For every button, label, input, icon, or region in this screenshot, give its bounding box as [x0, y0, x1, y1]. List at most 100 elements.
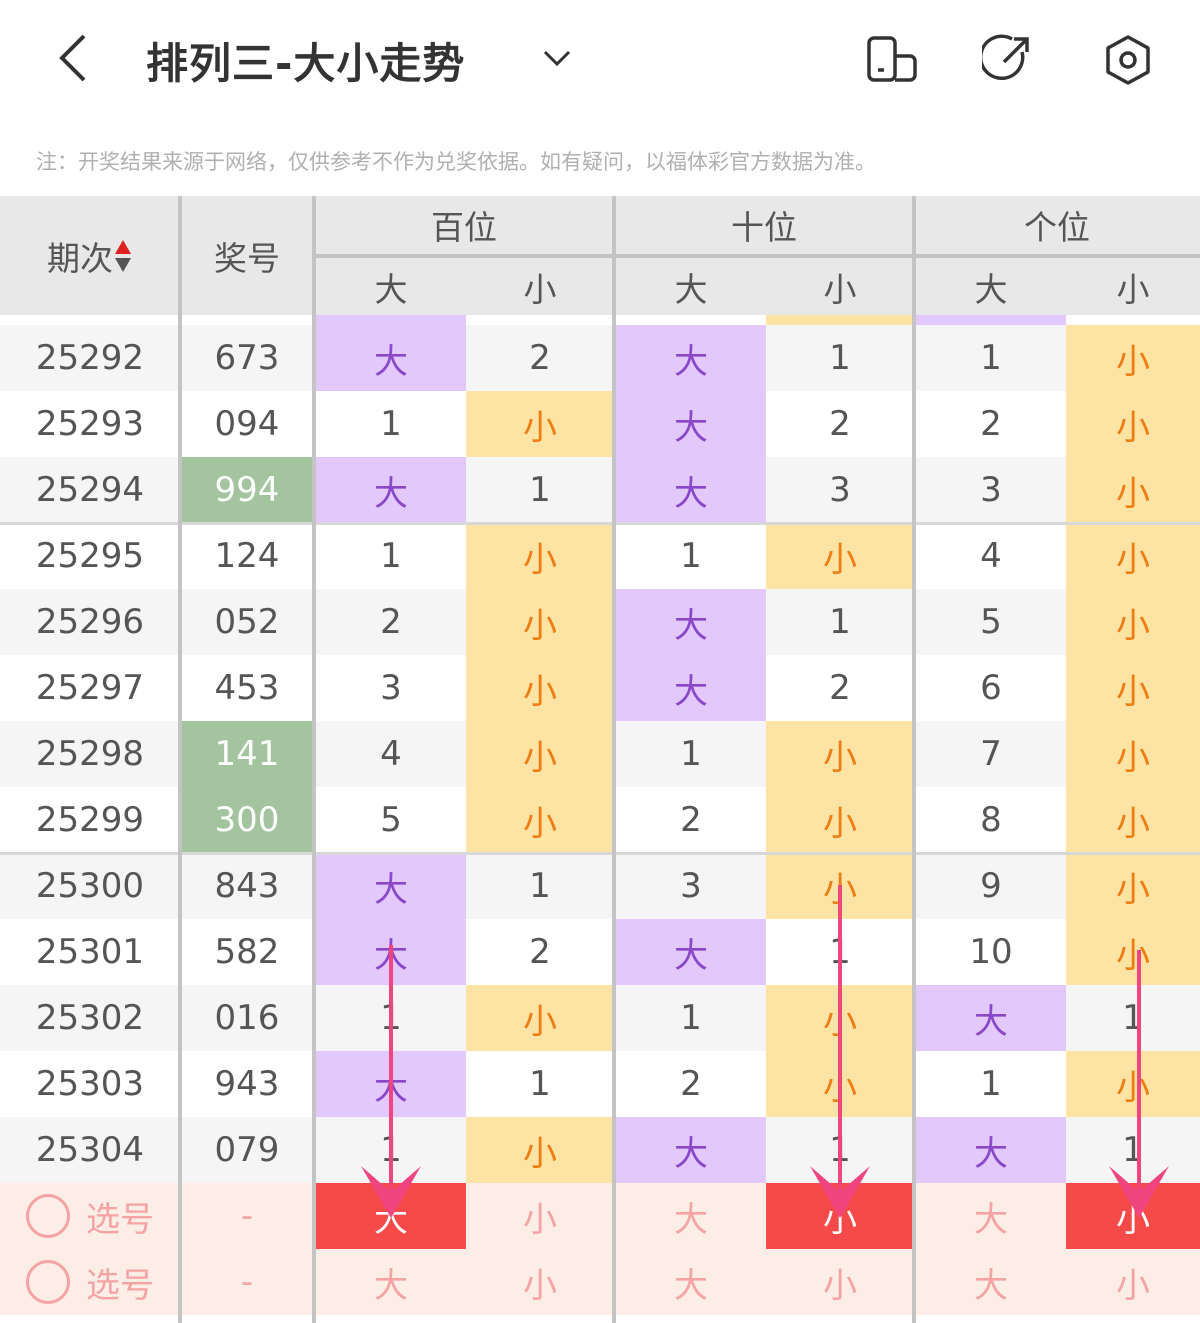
back-arrow-icon[interactable] [50, 28, 100, 88]
miss-count: 1 [616, 985, 766, 1051]
radio-circle-icon[interactable] [26, 1194, 70, 1238]
select-row-toggle[interactable]: 选号 [0, 1249, 180, 1315]
big-marker: 大 [616, 1117, 766, 1183]
miss-count: 1 [616, 523, 766, 589]
small-marker: 小 [766, 985, 914, 1051]
partial-row-cell [466, 315, 614, 325]
miss-count: 3 [616, 853, 766, 919]
period-cell: 25293 [0, 391, 180, 457]
draw-number-cell: 943 [180, 1051, 314, 1117]
group-divider [0, 522, 1200, 525]
sub-header-big: 大 [316, 258, 466, 315]
big-marker: 大 [616, 919, 766, 985]
sub-header-big: 大 [616, 258, 766, 315]
small-marker: 小 [1066, 787, 1200, 853]
partial-row-cell [616, 315, 766, 325]
big-marker: 大 [616, 391, 766, 457]
pick-cell[interactable]: 大 [616, 1249, 766, 1315]
draw-number-cell: 094 [180, 391, 314, 457]
group-header-tens: 十位 [614, 196, 914, 254]
period-cell: 25299 [0, 787, 180, 853]
page-title[interactable]: 排列三-大小走势 [146, 39, 466, 88]
radio-circle-icon[interactable] [26, 1260, 70, 1304]
pick-cell[interactable]: 大 [316, 1249, 466, 1315]
trend-table: 期次 奖号 百位 十位 个位 大小大小大小 25292 673 大 2 大 1 1 小 25293… [0, 196, 1200, 1323]
period-cell: 25301 [0, 919, 180, 985]
landscape-toggle-icon[interactable] [866, 34, 918, 86]
select-label: 选号 [86, 1199, 154, 1240]
draw-number-cell: 300 [180, 787, 314, 853]
period-cell: 25298 [0, 721, 180, 787]
sort-icon[interactable] [113, 238, 133, 274]
miss-count: 3 [316, 655, 466, 721]
big-marker: 大 [616, 589, 766, 655]
draw-number-cell: 582 [180, 919, 314, 985]
miss-count: 1 [766, 1117, 914, 1183]
miss-count: 2 [916, 391, 1066, 457]
miss-count: 3 [916, 457, 1066, 523]
selected-pick-cell[interactable]: 大 [316, 1183, 466, 1249]
miss-count: 1 [466, 1051, 614, 1117]
big-marker: 大 [316, 325, 466, 391]
partial-row-cell [1066, 315, 1200, 325]
small-marker: 小 [466, 721, 614, 787]
big-marker: 大 [916, 985, 1066, 1051]
miss-count: 4 [916, 523, 1066, 589]
settings-icon[interactable] [1102, 34, 1154, 86]
small-marker: 小 [466, 655, 614, 721]
small-marker: 小 [766, 523, 914, 589]
miss-count: 1 [316, 523, 466, 589]
draw-number-cell: 016 [180, 985, 314, 1051]
big-marker: 大 [916, 1117, 1066, 1183]
select-label: 选号 [86, 1265, 154, 1306]
small-marker: 小 [466, 391, 614, 457]
small-marker: 小 [1066, 919, 1200, 985]
miss-count: 1 [316, 1117, 466, 1183]
pick-cell[interactable]: 大 [616, 1183, 766, 1249]
column-header-period[interactable]: 期次 [0, 196, 180, 315]
period-cell: 25294 [0, 457, 180, 523]
pick-cell[interactable]: 小 [1066, 1249, 1200, 1315]
selected-pick-cell[interactable]: 小 [766, 1183, 914, 1249]
small-marker: 小 [1066, 391, 1200, 457]
big-marker: 大 [616, 325, 766, 391]
big-marker: 大 [616, 457, 766, 523]
pick-cell[interactable]: 大 [916, 1249, 1066, 1315]
period-cell: 25302 [0, 985, 180, 1051]
miss-count: 10 [916, 919, 1066, 985]
pick-cell[interactable]: 大 [916, 1183, 1066, 1249]
miss-count: 2 [316, 589, 466, 655]
big-marker: 大 [316, 853, 466, 919]
miss-count: 1 [916, 325, 1066, 391]
column-divider [612, 196, 616, 1323]
sub-header-small: 小 [766, 258, 914, 315]
miss-count: 2 [466, 325, 614, 391]
chevron-down-icon[interactable] [540, 42, 574, 72]
miss-count: 1 [766, 589, 914, 655]
miss-count: 1 [616, 721, 766, 787]
partial-row-cell [766, 315, 914, 325]
select-row-toggle[interactable]: 选号 [0, 1183, 180, 1249]
small-marker: 小 [1066, 655, 1200, 721]
miss-count: 1 [1066, 1117, 1200, 1183]
small-marker: 小 [766, 1051, 914, 1117]
small-marker: 小 [1066, 457, 1200, 523]
period-cell: 25304 [0, 1117, 180, 1183]
miss-count: 2 [466, 919, 614, 985]
miss-count: 1 [316, 391, 466, 457]
share-icon[interactable] [982, 34, 1034, 86]
pick-cell[interactable]: 小 [766, 1249, 914, 1315]
pick-cell[interactable]: 小 [466, 1183, 614, 1249]
period-cell: 25300 [0, 853, 180, 919]
small-marker: 小 [766, 787, 914, 853]
miss-count: 5 [316, 787, 466, 853]
big-marker: 大 [316, 457, 466, 523]
pick-cell[interactable]: 小 [466, 1249, 614, 1315]
miss-count: 8 [916, 787, 1066, 853]
column-header-number: 奖号 [180, 196, 314, 315]
miss-count: 6 [916, 655, 1066, 721]
miss-count: 2 [616, 1051, 766, 1117]
miss-count: 2 [616, 787, 766, 853]
selected-pick-cell[interactable]: 小 [1066, 1183, 1200, 1249]
period-cell: 25295 [0, 523, 180, 589]
